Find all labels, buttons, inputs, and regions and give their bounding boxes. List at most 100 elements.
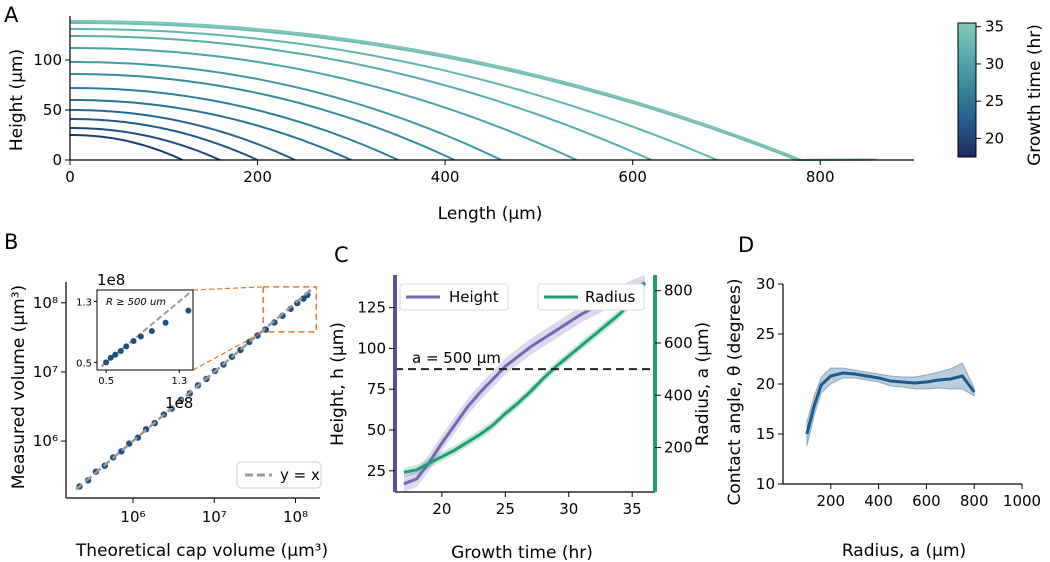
- panel-c-legend-radius-label: Radius: [585, 288, 635, 306]
- panel-b-xtick-label: 10⁸: [283, 508, 308, 526]
- panel-c-ytick-right-label: 600: [664, 334, 693, 352]
- panel-b-inset-offset-top: 1e8: [97, 271, 125, 289]
- panel-b-ylabel: Measured volume (µm³): [9, 285, 29, 489]
- panel-b-inset-point: [137, 333, 144, 340]
- panel-d-chart: 200 400 600 800 1000 10 15 20 25 30 Radius, a (µm…: [725, 275, 1041, 561]
- profile-line-3: [70, 109, 296, 161]
- panel-d-line: [805, 371, 976, 435]
- panel-b-inset-point: [112, 351, 119, 358]
- panel-a-profiles: [70, 20, 877, 162]
- panel-b-inset-point: [117, 347, 124, 354]
- panel-a-ytick-label: 100: [33, 51, 62, 69]
- panel-b-inset-ytick-label: 0.5: [76, 358, 92, 369]
- panel-d-band: [806, 362, 975, 447]
- panel-b-inset-xtick-label: 0.5: [98, 376, 114, 387]
- panel-b-ytick-label: 10⁷: [33, 363, 58, 381]
- panel-b-inset-xtick-label: 1.3: [171, 376, 187, 387]
- profile-line-11: [70, 22, 877, 162]
- colorbar-tick-label: 30: [985, 55, 1004, 73]
- panel-d-ytick-label: 15: [756, 425, 775, 443]
- panel-d-xtick-label: 200: [816, 492, 845, 510]
- panel-b-plot: 10⁶ 10⁷ 10⁸ 10⁶ 10⁷ 10⁸: [33, 282, 320, 526]
- panel-b-chart: 10⁶ 10⁷ 10⁸ 10⁶ 10⁷ 10⁸ Theoretical cap volum…: [9, 271, 328, 561]
- profile-line-2: [70, 118, 259, 161]
- profile-line-4: [70, 99, 352, 161]
- panel-label-a: A: [4, 3, 19, 27]
- panel-b-inset-title: R ≥ 500 um: [106, 297, 166, 308]
- panel-c-xtick-label: 35: [623, 500, 642, 518]
- panel-c-ytick-label: 100: [357, 339, 386, 357]
- panel-d-ytick-label: 25: [756, 325, 775, 343]
- panel-c-ytick-right-label: 200: [664, 439, 693, 457]
- panel-d-xlabel: Radius, a (µm): [842, 541, 966, 561]
- panel-b-inset-point: [162, 319, 169, 326]
- panel-d-xtick-label: 400: [864, 492, 893, 510]
- panel-d-xtick-label: 800: [960, 492, 989, 510]
- profile-line-5: [70, 87, 399, 161]
- panel-label-d: D: [738, 233, 754, 257]
- panel-c-ytick-label: 125: [357, 299, 386, 317]
- profile-line-9: [70, 35, 652, 161]
- panel-d-ytick-label: 10: [756, 475, 775, 493]
- panel-d-ytick-label: 20: [756, 375, 775, 393]
- panel-b-zoom-box: [262, 286, 318, 333]
- panel-a-axes: 0 200 400 600 800 0 50 100: [33, 16, 914, 186]
- panel-d-ytick-label: 30: [756, 275, 775, 293]
- panel-c-legend-height-label: Height: [449, 288, 499, 306]
- panel-c-ytick-right-label: 400: [664, 386, 693, 404]
- panel-b-xlabel: Theoretical cap volume (µm³): [75, 541, 328, 561]
- panel-b-inset-point: [103, 359, 110, 366]
- panel-a-ytick-label: 0: [52, 151, 62, 169]
- panel-label-c: C: [334, 243, 349, 267]
- profile-line-10: [70, 28, 718, 161]
- panel-c-line-radius: [403, 281, 647, 474]
- panel-c-plot: 20 25 30 35 25 50 75 100 125 200 400 600 800: [357, 275, 693, 518]
- panel-c-xtick-label: 30: [559, 500, 578, 518]
- panel-b-inset-point: [148, 328, 155, 335]
- panel-a-ytick-label: 50: [43, 101, 62, 119]
- profile-line-8: [70, 47, 577, 161]
- profile-line-0: [70, 134, 183, 161]
- colorbar-tick-label: 25: [985, 92, 1004, 110]
- colorbar-tick-label: 35: [985, 18, 1004, 36]
- profile-line-1: [70, 127, 221, 161]
- panel-d-ylabel: Contact angle, θ (degrees): [725, 278, 745, 505]
- panel-c-ytick-right-label: 800: [664, 282, 693, 300]
- panel-c-ytick-label: 25: [367, 462, 386, 480]
- panel-c-xtick-label: 25: [496, 500, 515, 518]
- profile-line-7: [70, 61, 502, 161]
- panel-label-b: B: [4, 230, 18, 254]
- panel-a-chart: 0 200 400 600 800 0 50 100 Length (µm) Height (…: [7, 16, 1045, 224]
- panel-c-ytick-label: 75: [367, 380, 386, 398]
- panel-c-legend-height: [399, 283, 509, 311]
- panel-c-ylabel: Height, h (µm): [328, 322, 348, 446]
- panel-b-xtick-label: 10⁶: [120, 508, 145, 526]
- panel-b-inset: 0.5 1.3 0.5 1.3 R ≥ 500 um 1e8 1e8: [76, 271, 264, 412]
- colorbar-label: Growth time (hr): [1025, 24, 1045, 166]
- panel-c-legend-radius: [537, 283, 645, 311]
- panel-c-ylabel-right: Radius, a (µm): [693, 322, 713, 446]
- panel-b-zoom-connector: [192, 286, 264, 291]
- panel-b-inset-point: [107, 354, 114, 361]
- panel-a-ylabel: Height (µm): [7, 49, 27, 151]
- colorbar: [957, 22, 977, 158]
- panel-a-xtick-label: 800: [806, 168, 835, 186]
- profile-line-6: [70, 73, 455, 161]
- panel-b-inset-ytick-label: 1.3: [76, 297, 92, 308]
- panel-b-ytick-label: 10⁶: [33, 432, 58, 450]
- panel-b-inset-point: [123, 343, 130, 350]
- colorbar-ticks: 20 25 30 35: [976, 18, 1004, 147]
- panel-a-xtick-label: 400: [431, 168, 460, 186]
- panel-b-inset-offset-bottom: 1e8: [165, 394, 193, 412]
- panel-b-xtick-label: 10⁷: [202, 508, 227, 526]
- panel-b-inset-point: [185, 307, 192, 314]
- panel-b-legend: [236, 461, 322, 489]
- panel-a-xtick-label: 600: [618, 168, 647, 186]
- panel-d-xtick-label: 1000: [1003, 492, 1041, 510]
- panel-b-inset-point: [130, 338, 137, 345]
- profile-line-12: [70, 20, 877, 162]
- panel-a-xtick-label: 0: [65, 168, 75, 186]
- panel-a-xlabel: Length (µm): [438, 204, 543, 224]
- panel-b-ytick-label: 10⁸: [33, 294, 58, 312]
- panel-d-plot: 200 400 600 800 1000 10 15 20 25 30: [756, 275, 1041, 510]
